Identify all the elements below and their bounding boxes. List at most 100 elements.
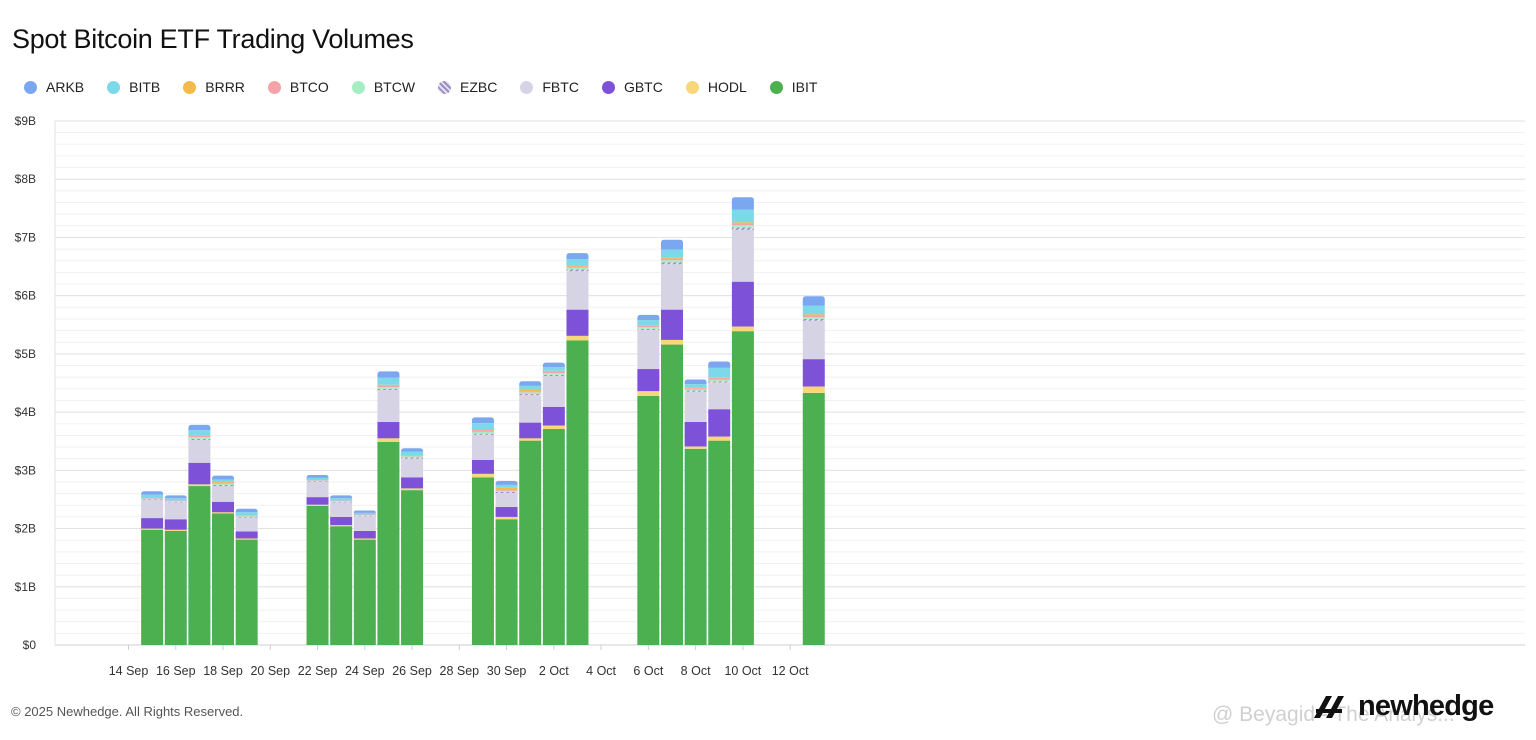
bar-segment-btcw[interactable]: 29 Sep · BTCW: $0.03B xyxy=(471,431,494,434)
bar-segment-btco[interactable]: 6 Oct · BTCO: $0.02B xyxy=(637,325,660,328)
bar-segment-fbtc[interactable]: 3 Oct · FBTC: $0.66B xyxy=(566,271,589,310)
bar-segment-arkb[interactable]: 24 Sep · ARKB: $0.04B xyxy=(353,510,376,513)
bar-segment-btcw[interactable]: 22 Sep · BTCW: $0.01B xyxy=(306,480,329,482)
bar-stack[interactable]: 17 Sep · IBIT: $2.73B17 Sep · HODL: $0.0… xyxy=(188,424,211,645)
bar-segment-arkb[interactable]: 6 Oct · ARKB: $0.09B xyxy=(637,314,660,321)
bar-segment-gbtc[interactable]: 8 Oct · GBTC: $0.42B xyxy=(684,422,707,447)
bar-segment-ibit[interactable]: 10 Oct · IBIT: $5.39B xyxy=(731,331,754,645)
bar-stack[interactable]: 10 Oct · IBIT: $5.39B10 Oct · HODL: $0.0… xyxy=(731,197,754,645)
bar-segment-gbtc[interactable]: 18 Sep · GBTC: $0.18B xyxy=(212,501,235,513)
bar-stack[interactable]: 18 Sep · IBIT: $2.26B18 Sep · HODL: $0.0… xyxy=(212,475,235,645)
bar-segment-bitb[interactable]: 10 Oct · BITB: $0.22B xyxy=(731,209,754,223)
bar-segment-ezbc[interactable]: 24 Sep · EZBC: $0.01B xyxy=(353,515,376,517)
bar-segment-fbtc[interactable]: 10 Oct · FBTC: $0.89B xyxy=(731,229,754,282)
bar-segment-bitb[interactable]: 24 Sep · BITB: $0.03B xyxy=(353,512,376,515)
bar-segment-bitb[interactable]: 7 Oct · BITB: $0.13B xyxy=(660,249,683,258)
bar-segment-hodl[interactable]: 7 Oct · HODL: $0.08B xyxy=(660,339,683,345)
bar-segment-ibit[interactable]: 26 Sep · IBIT: $2.66B xyxy=(401,490,424,645)
bar-segment-bitb[interactable]: 1 Oct · BITB: $0.07B xyxy=(519,385,542,390)
bar-segment-hodl[interactable]: 8 Oct · HODL: $0.04B xyxy=(684,446,707,449)
bar-segment-fbtc[interactable]: 25 Sep · FBTC: $0.55B xyxy=(377,389,400,423)
bar-segment-btco[interactable]: 9 Oct · BTCO: $0.03B xyxy=(708,377,731,380)
bar-segment-brrr[interactable]: 25 Sep · BRRR: $0.02B xyxy=(377,384,400,386)
bar-segment-gbtc[interactable]: 29 Sep · GBTC: $0.24B xyxy=(471,459,494,474)
bar-stack[interactable]: 6 Oct · IBIT: $4.28B6 Oct · HODL: $0.08B… xyxy=(637,314,660,645)
bar-segment-gbtc[interactable]: 15 Sep · GBTC: $0.18B xyxy=(141,518,164,529)
bar-segment-btcw[interactable]: 25 Sep · BTCW: $0.03B xyxy=(377,387,400,389)
bar-segment-ezbc[interactable]: 19 Sep · EZBC: $0.01B xyxy=(235,516,258,518)
bar-segment-ezbc[interactable]: 7 Oct · EZBC: $0.03B xyxy=(660,262,683,265)
bar-segment-btcw[interactable]: 18 Sep · BTCW: $0.02B xyxy=(212,483,235,485)
bar-segment-ezbc[interactable]: 9 Oct · EZBC: $0.02B xyxy=(708,381,731,383)
bar-segment-ibit[interactable]: 24 Sep · IBIT: $1.81B xyxy=(353,539,376,645)
bar-segment-ezbc[interactable]: 16 Sep · EZBC: $0.01B xyxy=(164,501,187,503)
bar-segment-fbtc[interactable]: 23 Sep · FBTC: $0.25B xyxy=(330,502,353,517)
bar-segment-ibit[interactable]: 25 Sep · IBIT: $3.49B xyxy=(377,441,400,645)
bar-segment-ibit[interactable]: 16 Sep · IBIT: $1.96B xyxy=(164,530,187,645)
bar-segment-fbtc[interactable]: 22 Sep · FBTC: $0.26B xyxy=(306,481,329,498)
bar-segment-arkb[interactable]: 22 Sep · ARKB: $0.05B xyxy=(306,474,329,478)
bar-segment-ibit[interactable]: 13 Oct · IBIT: $4.33B xyxy=(802,392,825,645)
bar-segment-btco[interactable]: 8 Oct · BTCO: $0.02B xyxy=(684,388,707,390)
bar-segment-bitb[interactable]: 16 Sep · BITB: $0.04B xyxy=(164,498,187,501)
bar-segment-arkb[interactable]: 16 Sep · ARKB: $0.05B xyxy=(164,495,187,499)
bar-segment-ezbc[interactable]: 2 Oct · EZBC: $0.02B xyxy=(542,374,565,377)
bar-segment-hodl[interactable]: 17 Sep · HODL: $0.03B xyxy=(188,484,211,487)
bar-segment-btco[interactable]: 25 Sep · BTCO: $0.02B xyxy=(377,385,400,388)
bar-stack[interactable]: 15 Sep · IBIT: $1.98B15 Sep · HODL: $0.0… xyxy=(141,491,164,645)
bar-segment-fbtc[interactable]: 8 Oct · FBTC: $0.52B xyxy=(684,391,707,423)
bar-segment-fbtc[interactable]: 17 Sep · FBTC: $0.39B xyxy=(188,440,211,463)
bar-segment-ezbc[interactable]: 15 Sep · EZBC: $0.01B xyxy=(141,499,164,501)
bar-segment-fbtc[interactable]: 26 Sep · FBTC: $0.32B xyxy=(401,458,424,478)
bar-segment-hodl[interactable]: 22 Sep · HODL: $0.02B xyxy=(306,504,329,506)
bar-segment-ezbc[interactable]: 22 Sep · EZBC: $0.01B xyxy=(306,481,329,482)
bar-segment-hodl[interactable]: 15 Sep · HODL: $0.02B xyxy=(141,528,164,530)
bar-segment-arkb[interactable]: 10 Oct · ARKB: $0.21B xyxy=(731,197,754,210)
legend-item-bitb[interactable]: BITB xyxy=(107,79,160,95)
legend-item-hodl[interactable]: HODL xyxy=(685,79,747,95)
bar-segment-btcw[interactable]: 7 Oct · BTCW: $0.04B xyxy=(660,260,683,263)
bar-segment-gbtc[interactable]: 22 Sep · GBTC: $0.13B xyxy=(306,497,329,505)
bar-segment-brrr[interactable]: 8 Oct · BRRR: $0.01B xyxy=(684,387,707,389)
legend-item-brrr[interactable]: BRRR xyxy=(183,79,245,95)
bar-segment-btco[interactable]: 13 Oct · BTCO: $0.03B xyxy=(802,315,825,318)
bar-segment-fbtc[interactable]: 29 Sep · FBTC: $0.43B xyxy=(471,434,494,460)
legend-item-btco[interactable]: BTCO xyxy=(267,79,329,95)
bar-segment-btco[interactable]: 30 Sep · BTCO: $0.02B xyxy=(495,489,518,491)
bar-segment-btco[interactable]: 15 Sep · BTCO: $0.01B xyxy=(141,498,164,499)
bar-segment-ezbc[interactable]: 13 Oct · EZBC: $0.03B xyxy=(802,318,825,321)
bar-segment-fbtc[interactable]: 13 Oct · FBTC: $0.66B xyxy=(802,320,825,360)
bar-segment-btcw[interactable]: 19 Sep · BTCW: $0.01B xyxy=(235,516,258,517)
bar-stack[interactable]: 26 Sep · IBIT: $2.66B26 Sep · HODL: $0.0… xyxy=(401,448,424,645)
bar-segment-ibit[interactable]: 30 Sep · IBIT: $2.16B xyxy=(495,519,518,645)
bar-segment-bitb[interactable]: 25 Sep · BITB: $0.12B xyxy=(377,377,400,385)
bar-segment-btcw[interactable]: 24 Sep · BTCW: $0.01B xyxy=(353,515,376,516)
bar-segment-arkb[interactable]: 29 Sep · ARKB: $0.10B xyxy=(471,417,494,424)
bar-segment-gbtc[interactable]: 23 Sep · GBTC: $0.14B xyxy=(330,516,353,526)
bar-segment-btco[interactable]: 26 Sep · BTCO: $0.02B xyxy=(401,455,424,457)
bar-segment-bitb[interactable]: 23 Sep · BITB: $0.04B xyxy=(330,498,353,501)
bar-segment-gbtc[interactable]: 2 Oct · GBTC: $0.32B xyxy=(542,406,565,426)
bar-segment-brrr[interactable]: 6 Oct · BRRR: $0.01B xyxy=(637,325,660,326)
bar-segment-hodl[interactable]: 16 Sep · HODL: $0.02B xyxy=(164,529,187,531)
bar-segment-arkb[interactable]: 17 Sep · ARKB: $0.09B xyxy=(188,424,211,431)
bar-segment-arkb[interactable]: 13 Oct · ARKB: $0.16B xyxy=(802,296,825,306)
legend-item-fbtc[interactable]: FBTC xyxy=(520,79,579,95)
bar-segment-arkb[interactable]: 19 Sep · ARKB: $0.06B xyxy=(235,508,258,513)
bar-segment-ezbc[interactable]: 6 Oct · EZBC: $0.02B xyxy=(637,328,660,331)
bar-stack[interactable]: 9 Oct · IBIT: $3.51B9 Oct · HODL: $0.07B… xyxy=(708,361,731,645)
bar-segment-arkb[interactable]: 15 Sep · ARKB: $0.06B xyxy=(141,491,164,495)
bar-segment-hodl[interactable]: 3 Oct · HODL: $0.08B xyxy=(566,335,589,341)
bar-segment-hodl[interactable]: 24 Sep · HODL: $0.02B xyxy=(353,538,376,540)
bar-segment-btco[interactable]: 1 Oct · BTCO: $0.02B xyxy=(519,391,542,393)
bar-stack[interactable]: 24 Sep · IBIT: $1.81B24 Sep · HODL: $0.0… xyxy=(353,510,376,645)
bar-segment-gbtc[interactable]: 3 Oct · GBTC: $0.45B xyxy=(566,309,589,336)
bar-segment-gbtc[interactable]: 26 Sep · GBTC: $0.19B xyxy=(401,477,424,489)
bar-segment-btco[interactable]: 24 Sep · BTCO: $0.01B xyxy=(353,514,376,516)
bar-segment-hodl[interactable]: 13 Oct · HODL: $0.11B xyxy=(802,386,825,393)
bar-segment-arkb[interactable]: 2 Oct · ARKB: $0.08B xyxy=(542,362,565,368)
bar-segment-gbtc[interactable]: 25 Sep · GBTC: $0.28B xyxy=(377,422,400,439)
bar-segment-btcw[interactable]: 1 Oct · BTCW: $0.03B xyxy=(519,392,542,395)
bar-segment-bitb[interactable]: 9 Oct · BITB: $0.16B xyxy=(708,367,731,378)
bar-segment-ibit[interactable]: 29 Sep · IBIT: $2.88B xyxy=(471,477,494,645)
